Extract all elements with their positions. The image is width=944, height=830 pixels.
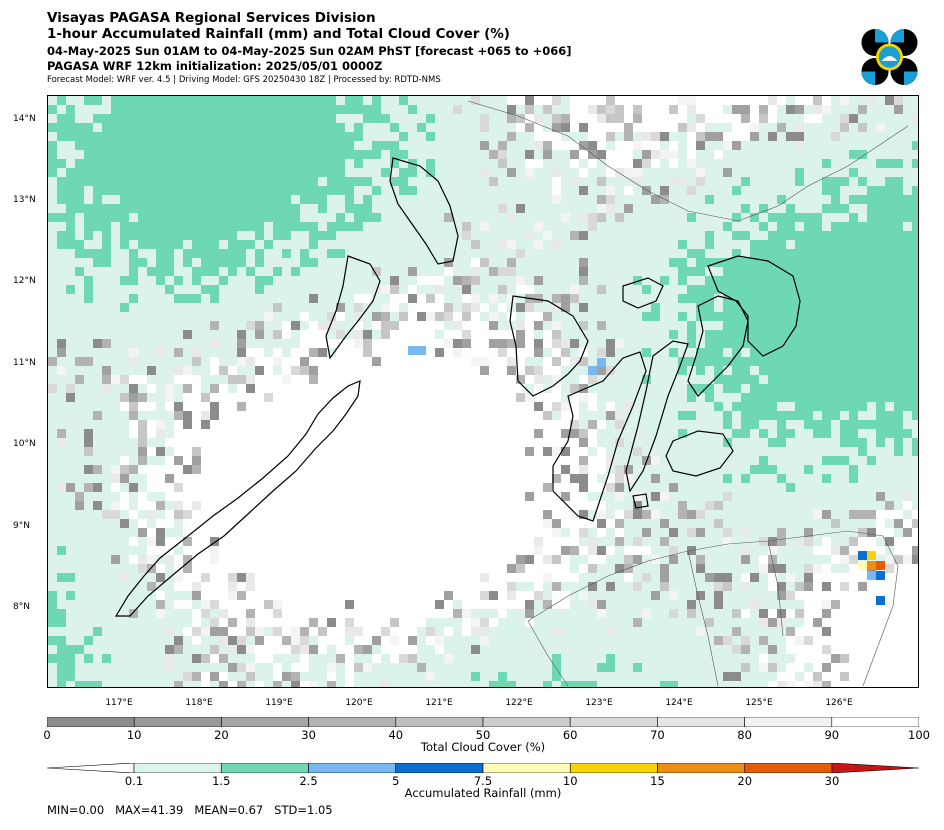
title-product: 1-hour Accumulated Rainfall (mm) and Tot… [47,26,510,42]
rainfall-swatch [657,763,746,773]
cloud-cover-tick: 80 [737,728,752,742]
title-valid-time: 04-May-2025 Sun 01AM to 04-May-2025 Sun … [47,44,572,58]
rainfall-swatch [395,763,484,773]
rainfall-tick: 7.5 [473,774,493,788]
mindanao-interior-border [687,540,784,687]
cloud-cover-legend-title: Total Cloud Cover (%) [420,740,546,754]
neighbor-coastline-layer [467,100,909,687]
cloud-cover-swatch [657,717,745,727]
lat-label: 9°N [13,521,30,531]
rainfall-swatch [744,763,833,773]
cloud-cover-tick: 100 [908,728,930,742]
lat-label: 10°N [13,439,36,449]
rainfall-tick: 5 [392,774,400,788]
rainfall-swatch [569,763,658,773]
rainfall-tick: 10 [562,774,578,788]
masbate-coastline [622,277,664,309]
cloud-cover-tick: 20 [214,728,229,742]
lat-label: 14°N [13,114,36,124]
rainfall-colorbar [47,763,919,773]
rainfall-cloud-map [47,95,919,688]
palawan-coastline [114,380,361,617]
rain-cell [867,561,876,570]
cloud-cover-swatch [308,717,397,727]
cloud-cover-swatch [482,717,571,727]
lon-label: 118°E [185,698,213,708]
cloud-cover-tick: 50 [475,728,491,742]
rainfall-swatch [133,763,222,773]
lon-label: 125°E [745,698,773,708]
cloud-cover-swatch [133,717,222,727]
lon-label: 117°E [105,698,133,708]
lon-label: 123°E [585,698,613,708]
bohol-coastline [665,430,734,477]
cloud-cover-tick: 60 [562,728,578,742]
samar-coastline [707,255,801,357]
panay-coastline [509,295,589,397]
lat-label: 13°N [13,195,36,205]
cloud-cover-swatch [47,717,135,727]
lon-label: 121°E [425,698,453,708]
rainfall-swatch [482,763,571,773]
rain-cell [867,571,876,580]
rainfall-swatch [220,763,309,773]
lon-label: 124°E [665,698,693,708]
rainfall-tick: 0.1 [124,774,144,788]
title-region: Visayas PAGASA Regional Services Divisio… [47,10,376,26]
rain-cell [867,551,876,560]
zamboanga-coastline [527,620,569,687]
cloud-cover-swatch [831,717,919,727]
forecast-field-layer [48,96,918,687]
lon-label: 122°E [505,698,533,708]
cloud-cover-colorbar [47,717,919,727]
rain-cell [876,561,885,570]
rain-cell [876,571,885,580]
cloud-cover-swatch [221,717,309,727]
cebu-coastline [625,340,689,493]
negros-coastline [552,351,647,522]
rainfall-tick: 20 [737,774,753,788]
cloud-cover-tick: 30 [301,728,316,742]
rainfall-swatch [308,763,397,773]
cloud-cover-tick: 70 [650,728,665,742]
rainfall-tick: 2.5 [299,774,318,788]
lon-label: 119°E [265,698,293,708]
statistics-summary: MIN=0.00 MAX=41.39 MEAN=0.67 STD=1.05 [47,803,333,817]
rainfall-tick: 30 [824,774,840,788]
coastline-layer [114,157,801,617]
cloud-cover-swatch [569,717,658,727]
mindanao-coastline [527,530,899,687]
title-model-info: Forecast Model: WRF ver. 4.5 | Driving M… [47,75,441,85]
siquijor-coastline [632,493,649,509]
rain-cell [408,346,417,355]
title-initialization: PAGASA WRF 12km initialization: 2025/05/… [47,59,383,73]
rainfall-over-swatch [831,763,919,773]
mindoro-coastline [389,157,459,265]
rain-cell [858,561,867,570]
rainfall-under-swatch [47,763,135,773]
rainfall-tick: 1.5 [212,774,231,788]
busuanga-coastline [325,255,381,360]
cloud-cover-tick: 90 [824,728,840,742]
rainfall-tick: 15 [650,774,665,788]
rain-cell [588,366,597,375]
pagasa-logo [861,28,918,86]
lat-label: 8°N [13,602,30,612]
luzon-coastline [467,100,909,222]
cloud-cover-tick: 10 [126,728,142,742]
cloud-cover-tick: 40 [388,728,404,742]
rain-cell [597,358,606,367]
rain-cell [858,551,867,560]
lon-label: 120°E [345,698,373,708]
cloud-cover-swatch [395,717,484,727]
rain-cell [876,596,885,605]
cloud-cover-tick: 0 [43,728,51,742]
rainfall-legend-title: Accumulated Rainfall (mm) [404,786,562,800]
lat-label: 11°N [13,358,36,368]
cloud-cover-swatch [744,717,833,727]
rain-cell [417,346,426,355]
lat-label: 12°N [13,276,36,286]
lon-label: 126°E [825,698,853,708]
